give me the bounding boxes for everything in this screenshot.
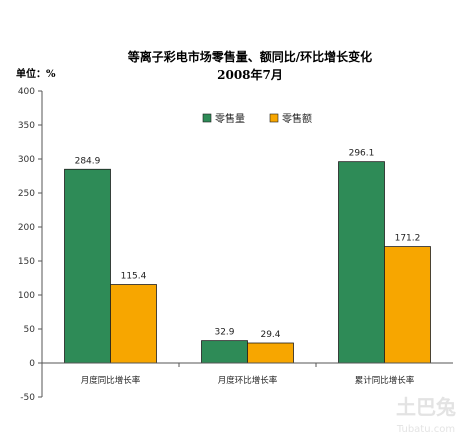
bar-retail-volume [201,340,248,364]
chart-subtitle: 2008年7月 [217,67,283,82]
chart-title: 等离子彩电市场零售量、额同比/环比增长变化 [127,49,372,64]
y-tick-label: 300 [18,155,35,165]
y-axis-unit: 单位：% [16,67,56,80]
y-tick-label: 350 [18,121,35,131]
y-tick-label: 250 [18,189,35,199]
watermark-logo: 土巴兔 [396,395,456,419]
legend: 零售量 零售额 [202,112,312,125]
data-label: 171.2 [395,234,421,244]
watermark-site: Tubatu.com [396,424,455,435]
category-label: 月度环比增长率 [218,375,278,386]
y-tick-label: -50 [20,393,35,403]
bar-retail-value [247,342,294,364]
axes [41,91,453,397]
category-label: 累计同比增长率 [355,375,415,386]
legend-swatch [202,113,212,123]
y-tick-label: 0 [29,359,35,369]
bars: 284.9 115.4 32.9 29.4 296.1 171.2 [64,149,431,364]
data-label: 115.4 [121,272,147,282]
y-axis-ticks: 400 350 300 250 200 150 100 50 0 -50 [18,87,42,403]
data-label: 32.9 [214,328,234,338]
bar-retail-value [110,284,157,364]
y-tick-label: 50 [24,325,36,335]
y-tick-label: 150 [18,257,35,267]
watermark: 土巴兔 Tubatu.com [396,395,456,435]
bar-retail-volume [64,168,111,364]
legend-label: 零售量 [215,112,245,125]
y-tick-label: 200 [18,223,35,233]
legend-swatch [269,113,279,123]
y-tick-label: 400 [18,87,35,97]
data-label: 29.4 [260,330,280,340]
bar-retail-value [384,246,431,364]
data-label: 296.1 [349,149,375,159]
legend-label: 零售额 [282,112,312,125]
bar-retail-volume [338,161,385,364]
data-label: 284.9 [75,156,101,166]
y-tick-label: 100 [18,291,35,301]
category-labels: 月度同比增长率 月度环比增长率 累计同比增长率 [81,375,415,386]
category-label: 月度同比增长率 [81,375,141,386]
